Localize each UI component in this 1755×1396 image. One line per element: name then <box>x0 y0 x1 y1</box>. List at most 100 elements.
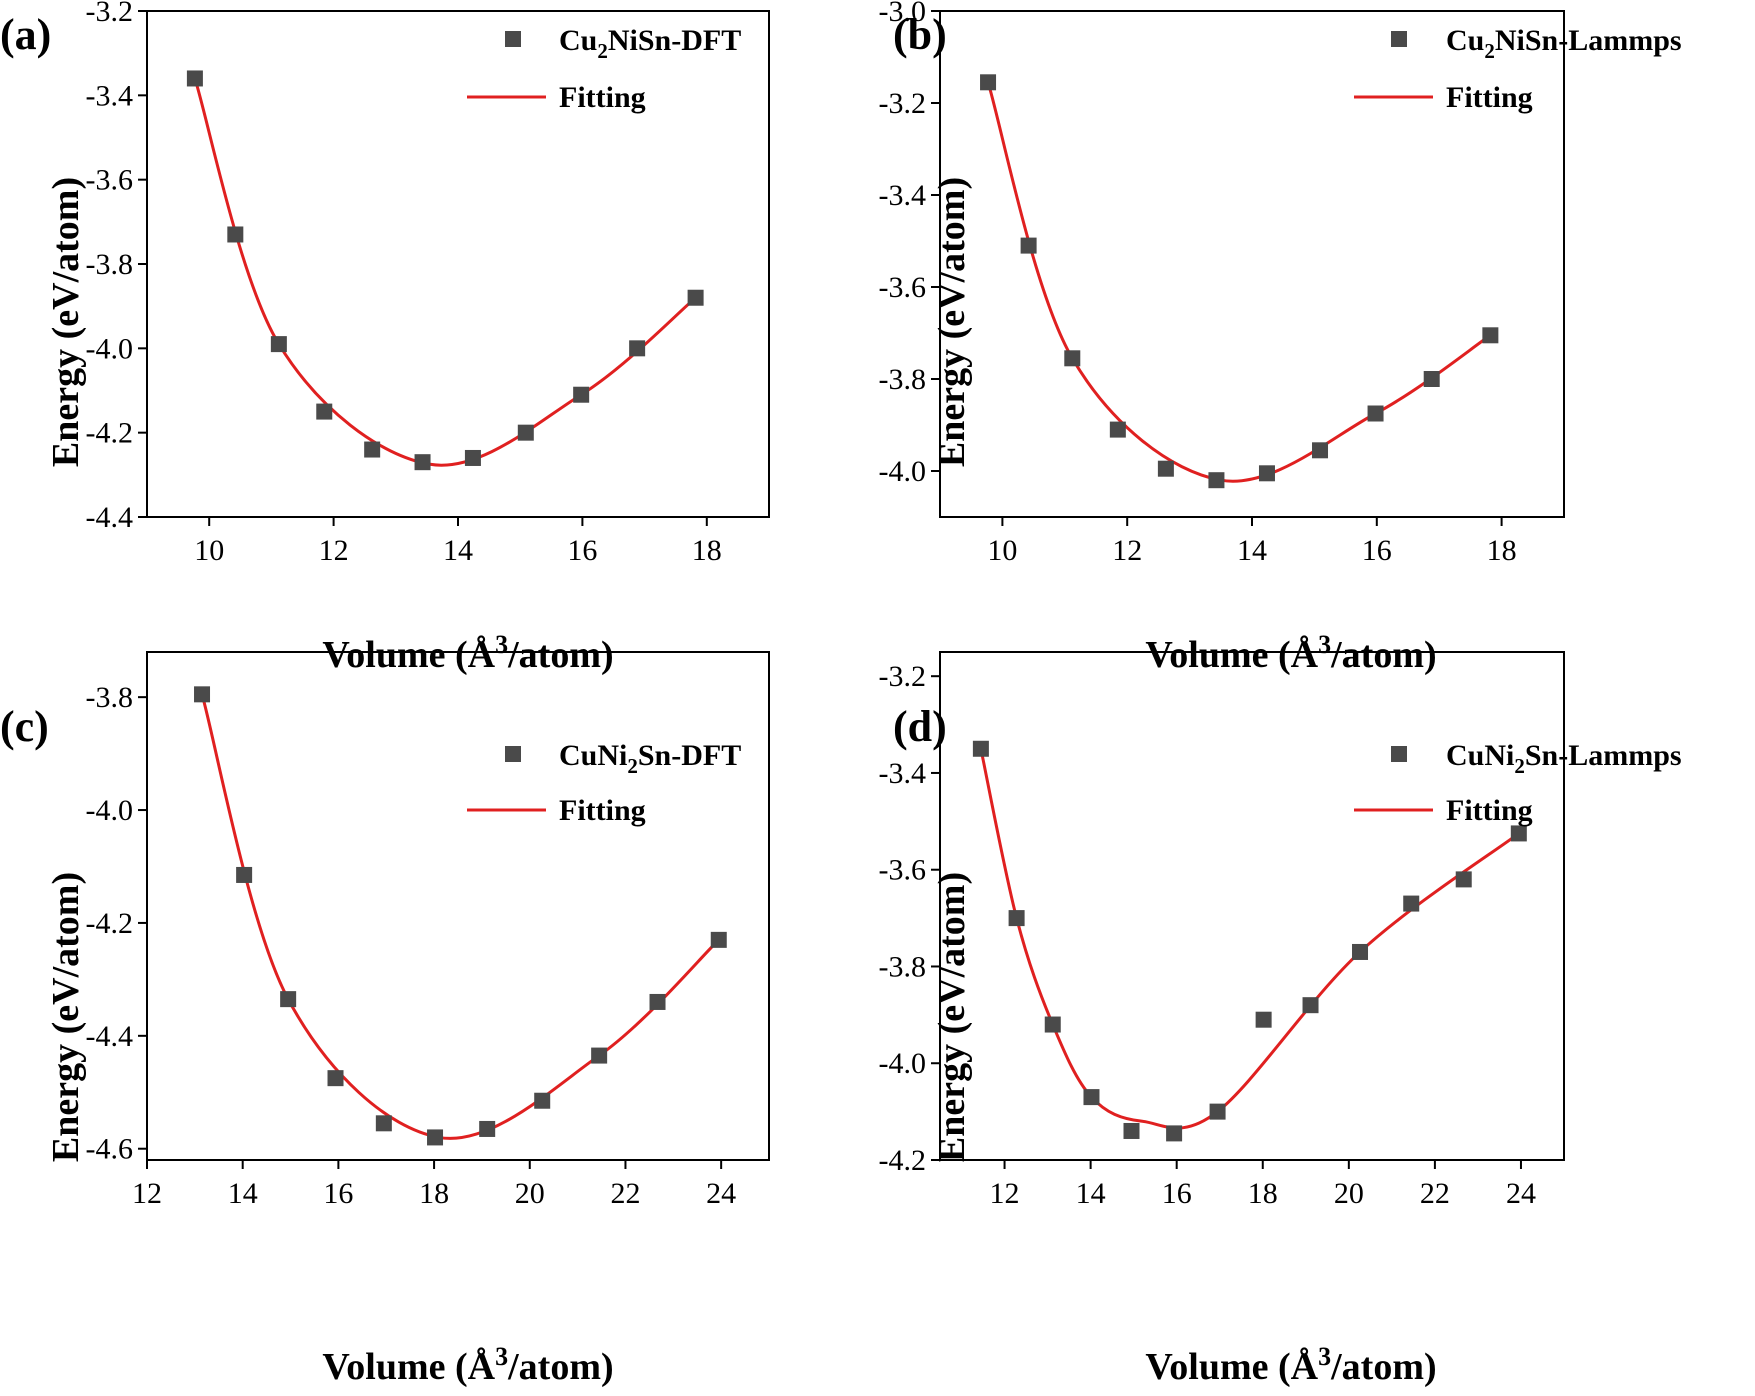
panel-a-ticks: 10 12 14 16 18 -4.4 -4.2 -4.0 -3.8 -3.6 -3.4 -3.2 <box>86 0 722 567</box>
panel-b-data-point <box>980 74 997 91</box>
panel-c-ytick-label: -3.8 <box>86 681 134 714</box>
panel-b-ytick-label: -3.8 <box>879 363 927 396</box>
panel-d-data-point <box>1455 871 1472 888</box>
panel-d-ticks: 12 14 16 18 20 22 24 -4.2 -4.0 -3.8 -3.6 -3.4 -3.2 <box>879 660 1536 1210</box>
panel-c-data-point <box>280 991 297 1008</box>
panel-b-data-point <box>1109 421 1126 438</box>
panel-b-xtick-label: 18 <box>1487 534 1517 567</box>
legend-c-scatter-sub: 2 <box>627 754 638 778</box>
panel-c-fit-curve <box>200 693 720 1140</box>
panel-b-data-point <box>1064 350 1081 367</box>
panel-a-data-point <box>227 226 244 243</box>
legend-d-scatter-main: CuNi <box>1446 739 1514 772</box>
panel-d-data-point <box>1044 1016 1061 1033</box>
panel-c-data-point <box>710 931 727 948</box>
legend-d-marker-swatch <box>1391 746 1407 762</box>
panel-d-xtick-label: 12 <box>990 1177 1020 1210</box>
panel-c-data-point <box>375 1115 392 1132</box>
panel-a-ytick-label: -4.0 <box>86 332 134 365</box>
panel-a-xtick-label: 12 <box>319 534 349 567</box>
panel-b-fit <box>986 81 1492 483</box>
panel-b-xtick-label: 12 <box>1112 534 1142 567</box>
legend-a-scatter-label: Cu2NiSn-DFT <box>559 24 741 63</box>
panel-a-data-point <box>270 336 287 353</box>
panel-c-data-point <box>591 1047 608 1064</box>
panel-d-frame <box>939 651 1565 1161</box>
panel-d-data-point <box>1403 895 1420 912</box>
panel-d-xlabel-tail: /atom) <box>1330 1346 1437 1388</box>
panel-b-ylabel: Energy (eV/atom) <box>931 177 973 467</box>
panel-d-data-point <box>972 740 989 757</box>
panel-a-ytick-label: -3.8 <box>86 248 134 281</box>
panel-d-xtick-label: 18 <box>1248 1177 1278 1210</box>
panel-c-legend: CuNi2Sn-DFT Fitting <box>467 739 741 827</box>
panel-d-data-point <box>1083 1089 1100 1106</box>
panel-b-data-point <box>1423 371 1440 387</box>
panel-c-fit <box>200 693 720 1140</box>
panel-a-data-point <box>687 289 704 306</box>
panel-d-ytick-label: -4.2 <box>879 1144 927 1177</box>
panel-d-ytick-label: -3.8 <box>879 950 927 983</box>
panel-b-ytick-label: -4.0 <box>879 455 927 488</box>
panel-c-data-point <box>327 1070 344 1087</box>
legend-b-scatter-label: Cu2NiSn-Lammps <box>1446 24 1682 63</box>
panel-a-xtick-label: 16 <box>567 534 597 567</box>
panel-a-data-point <box>364 441 381 458</box>
panel-a-xlabel-sup: 3 <box>495 630 508 659</box>
panel-d-xtick-label: 20 <box>1334 1177 1364 1210</box>
panel-c-data-point <box>649 993 666 1010</box>
panel-a-xtick-label: 10 <box>194 534 224 567</box>
panel-a-ytick-label: -3.4 <box>86 79 134 112</box>
legend-c-scatter-label: CuNi2Sn-DFT <box>559 739 741 778</box>
panel-b-xtick-label: 14 <box>1237 534 1267 567</box>
panel-a-data-point <box>316 403 333 420</box>
panel-b-data-point <box>1157 460 1174 477</box>
panel-c-xtick-label: 20 <box>515 1177 545 1210</box>
panel-b-ytick-label: -3.2 <box>879 87 927 120</box>
panel-a-ytick-label: -3.6 <box>86 164 134 197</box>
panel-b-legend: Cu2NiSn-Lammps Fitting <box>1354 24 1682 114</box>
panel-d-xtick-label: 22 <box>1420 1177 1450 1210</box>
panel-d-data-point <box>1510 825 1527 842</box>
panel-a-data-point <box>464 449 481 466</box>
panel-a-ylabel: Energy (eV/atom) <box>45 177 87 467</box>
panel-c-markers <box>194 686 727 1146</box>
legend-d-scatter-label: CuNi2Sn-Lammps <box>1446 739 1682 778</box>
panel-c-ytick-label: -4.4 <box>86 1020 134 1053</box>
panel-c-xtick-label: 14 <box>228 1177 258 1210</box>
panel-c-ytick-label: -4.6 <box>86 1133 134 1166</box>
panel-d-xtick-label: 16 <box>1162 1177 1192 1210</box>
panel-a-legend: Cu2NiSn-DFT Fitting <box>467 24 741 114</box>
panel-a-data-point <box>414 454 431 471</box>
panel-a-xtick-label: 14 <box>443 534 473 567</box>
panel-a: (a) 10 12 14 16 18 -4.4 -4.2 -4.0 -3.8 -3.6 -3.4 -3… <box>0 0 770 676</box>
panel-a-xlabel: Volume (Å3/atom) <box>322 630 613 676</box>
panel-c-data-point <box>194 686 211 703</box>
legend-b-scatter-sub: 2 <box>1484 39 1495 63</box>
legend-d-fit-label: Fitting <box>1446 794 1533 827</box>
panel-a-label: (a) <box>0 10 51 59</box>
panel-d-xtick-label: 24 <box>1506 1177 1536 1210</box>
panel-a-data-point <box>517 424 534 441</box>
panel-b-label: (b) <box>893 10 947 59</box>
panel-c-ylabel: Energy (eV/atom) <box>45 872 87 1162</box>
panel-a-frame <box>146 10 770 518</box>
panel-b-data-point <box>1367 405 1384 422</box>
panel-d-ytick-label: -3.6 <box>879 854 927 887</box>
panel-b-data-point <box>1482 327 1499 344</box>
panel-d-data-point <box>1302 997 1319 1014</box>
panel-d-legend: CuNi2Sn-Lammps Fitting <box>1354 739 1682 827</box>
panel-d-fit-curve <box>979 748 1520 1130</box>
panel-c-xtick-label: 24 <box>706 1177 736 1210</box>
legend-a-scatter-rest: NiSn-DFT <box>608 24 741 57</box>
panel-a-fit-curve <box>193 78 697 467</box>
panel-c: (c) 12 14 16 18 20 22 24 -4.6 -4.4 -4.2 -4.0 -3.8 V… <box>0 651 770 1388</box>
panel-d-ytick-label: -4.0 <box>879 1047 927 1080</box>
panel-d-ytick-label: -3.4 <box>879 757 927 790</box>
legend-d-scatter-rest: Sn-Lammps <box>1525 739 1682 772</box>
panel-b: (b) 10 12 14 16 18 -4.0 -3.8 -3.6 -3.4 -3.2 -3.0 V… <box>879 0 1682 676</box>
panel-d-label: (d) <box>893 702 947 751</box>
panel-a-ytick-label: -4.4 <box>86 501 134 534</box>
panel-d-data-point <box>1209 1103 1226 1120</box>
panel-c-xtick-label: 18 <box>419 1177 449 1210</box>
